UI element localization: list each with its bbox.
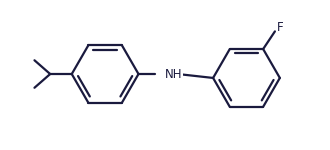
Text: NH: NH: [165, 68, 182, 81]
Text: F: F: [277, 21, 283, 34]
